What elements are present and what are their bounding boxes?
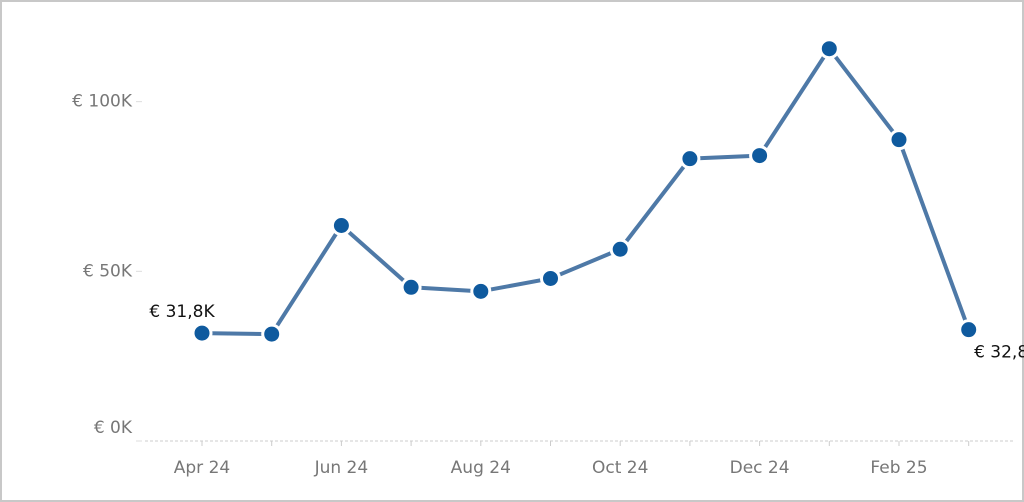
- x-tick-label: Apr 24: [174, 458, 230, 478]
- y-tick-label: € 50K: [83, 261, 133, 281]
- point: [261, 323, 283, 345]
- x-tick-label: Aug 24: [451, 458, 511, 478]
- point: [818, 38, 840, 60]
- point: [400, 276, 422, 298]
- data-label: € 32,8K: [974, 343, 1024, 363]
- x-tick-label: Feb 25: [870, 458, 927, 478]
- x-tick-label: Jun 24: [314, 458, 369, 478]
- point: [888, 129, 910, 151]
- point: [191, 322, 213, 344]
- x-tick-label: Dec 24: [730, 458, 790, 478]
- y-tick-label: € 0K: [94, 418, 133, 438]
- point: [679, 148, 701, 170]
- line: [201, 46, 971, 337]
- point: [470, 280, 492, 302]
- y-tick-label: € 100K: [72, 92, 133, 112]
- point: [540, 267, 561, 289]
- point: [958, 319, 980, 341]
- data-label: € 31,8K: [149, 302, 215, 322]
- x-tick-label: Oct 24: [592, 458, 648, 478]
- point: [749, 145, 771, 167]
- point: [609, 238, 631, 260]
- point: [330, 215, 352, 236]
